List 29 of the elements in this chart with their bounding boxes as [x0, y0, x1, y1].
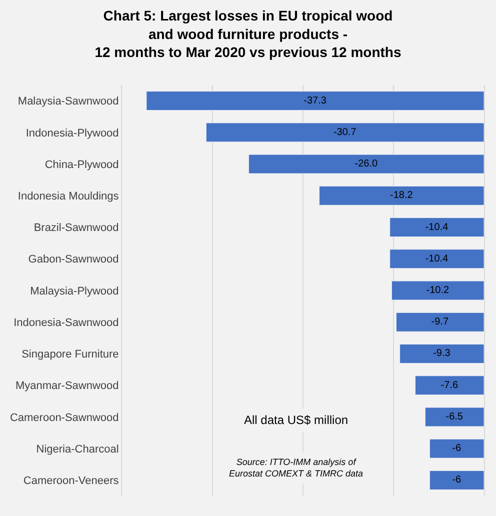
- data-label: -30.7: [333, 126, 357, 138]
- data-label: -10.4: [425, 222, 449, 233]
- data-label: -9.3: [433, 348, 451, 360]
- y-tick-label: Cameroon-Sawnwood: [10, 412, 119, 424]
- data-label: -10.2: [426, 285, 450, 296]
- y-tick-label: Cameroon-Veneers: [23, 475, 120, 488]
- y-tick-label: Nigeria-Charcoal: [36, 443, 119, 456]
- chart-title: Chart 5: Largest losses in EU tropical wood and wood furniture products - 12 months to Mar 2020 vs previous 12 months: [94, 8, 402, 60]
- data-label: -26.0: [354, 158, 378, 170]
- y-tick-label: Indonesia-Plywood: [26, 127, 119, 140]
- y-tick-label: Indonesia Mouldings: [18, 190, 120, 202]
- y-tick-label: Brazil-Sawnwood: [34, 222, 119, 234]
- data-label: -9.7: [431, 316, 449, 328]
- y-tick-label: Malaysia-Sawnwood: [18, 96, 119, 108]
- data-label: -6: [452, 474, 462, 486]
- annotation: Source: ITTO-IMM analysis of Eurostat COMEXT & TIMRC data: [229, 457, 364, 479]
- annotation: All data US$ million: [244, 413, 348, 427]
- y-tick-label: Singapore Furniture: [22, 348, 119, 361]
- y-tick-label: Myanmar-Sawnwood: [15, 380, 119, 392]
- y-tick-label: Malaysia-Plywood: [30, 285, 119, 298]
- y-tick-label: Gabon-Sawnwood: [28, 254, 119, 266]
- data-label: -18.2: [390, 190, 414, 202]
- y-tick-label: Indonesia-Sawnwood: [14, 316, 119, 329]
- data-label: -37.3: [304, 95, 327, 106]
- data-label: -7.6: [440, 380, 458, 391]
- data-label: -6: [452, 443, 462, 454]
- data-label: -10.4: [425, 253, 449, 264]
- y-tick-label: China-Plywood: [44, 158, 119, 171]
- data-label: -6.5: [446, 411, 464, 422]
